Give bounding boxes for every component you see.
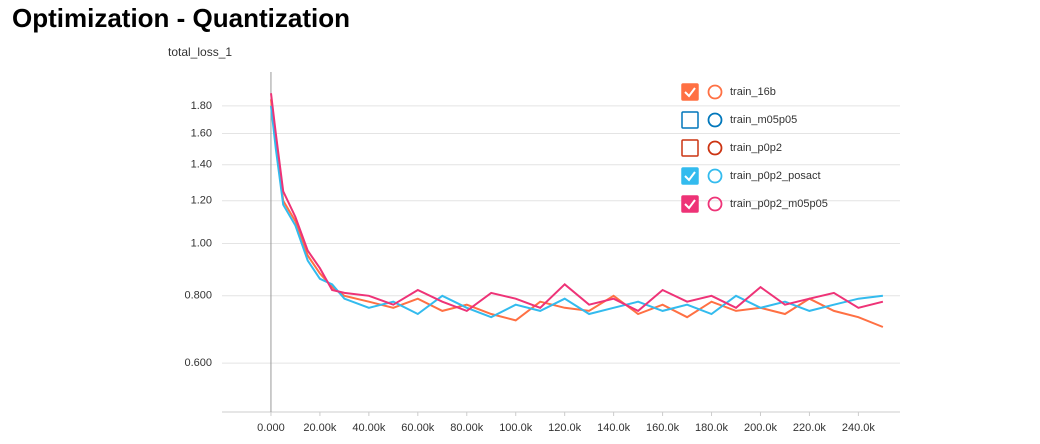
legend-swatch bbox=[707, 196, 723, 212]
x-tick-label: 180.0k bbox=[695, 422, 729, 434]
x-tick-label: 160.0k bbox=[646, 422, 680, 434]
legend-swatch bbox=[707, 84, 723, 100]
x-tick-label: 200.0k bbox=[744, 422, 778, 434]
legend-checkbox[interactable] bbox=[681, 139, 699, 157]
legend-checkbox[interactable] bbox=[681, 111, 699, 129]
x-tick-label: 220.0k bbox=[793, 422, 827, 434]
x-tick-label: 80.00k bbox=[450, 422, 484, 434]
y-tick-label: 1.80 bbox=[191, 100, 212, 112]
legend-checkbox[interactable] bbox=[681, 195, 699, 213]
x-tick-label: 100.0k bbox=[499, 422, 533, 434]
legend-label[interactable]: train_p0p2_m05p05 bbox=[730, 198, 828, 210]
legend-checkbox[interactable] bbox=[681, 83, 699, 101]
y-tick-label: 0.600 bbox=[184, 357, 212, 369]
legend-swatch bbox=[707, 168, 723, 184]
checkmark bbox=[684, 87, 696, 98]
checkmark bbox=[684, 171, 696, 182]
y-tick-label: 1.00 bbox=[191, 237, 212, 249]
legend-label[interactable]: train_p0p2 bbox=[730, 142, 782, 154]
page-title: Optimization - Quantization bbox=[12, 3, 350, 33]
checkmark bbox=[684, 199, 696, 210]
y-tick-label: 1.40 bbox=[191, 159, 212, 171]
chart-title: total_loss_1 bbox=[168, 45, 232, 59]
legend-checkbox[interactable] bbox=[681, 167, 699, 185]
legend-swatch bbox=[707, 112, 723, 128]
series-line bbox=[270, 105, 884, 319]
x-tick-label: 120.0k bbox=[548, 422, 582, 434]
legend-label[interactable]: train_16b bbox=[730, 86, 776, 98]
x-tick-label: 0.000 bbox=[257, 422, 285, 434]
legend-label[interactable]: train_p0p2_posact bbox=[730, 170, 821, 182]
series-line bbox=[270, 93, 884, 313]
x-tick-label: 20.00k bbox=[303, 422, 337, 434]
x-tick-label: 140.0k bbox=[597, 422, 631, 434]
y-tick-label: 1.20 bbox=[191, 195, 212, 207]
y-tick-label: 1.60 bbox=[191, 127, 212, 139]
legend-label[interactable]: train_m05p05 bbox=[730, 114, 797, 126]
x-tick-label: 240.0k bbox=[842, 422, 876, 434]
y-tick-label: 0.800 bbox=[184, 290, 212, 302]
x-tick-label: 40.00k bbox=[352, 422, 386, 434]
x-tick-label: 60.00k bbox=[401, 422, 435, 434]
legend-swatch bbox=[707, 140, 723, 156]
series-line bbox=[270, 99, 884, 328]
